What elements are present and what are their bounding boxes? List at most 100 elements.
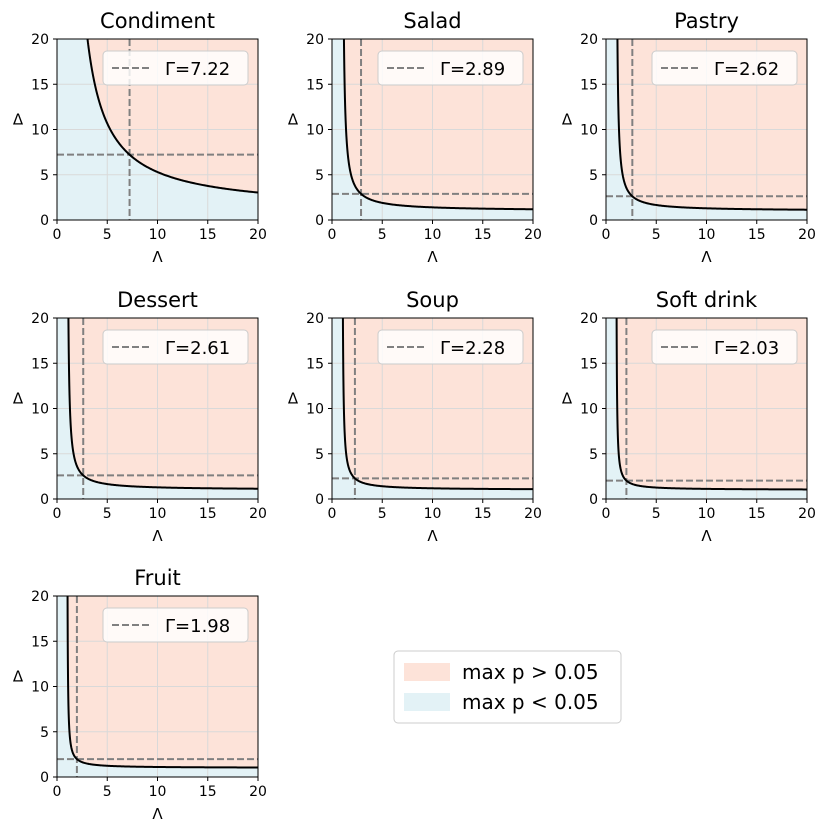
legend-gamma-label: Γ=1.98 bbox=[165, 616, 230, 637]
boundary-curve-fruit bbox=[66, 596, 258, 769]
x-tick-label: 0 bbox=[328, 506, 337, 522]
x-tick-label: 20 bbox=[798, 227, 816, 243]
legend-box-soft-drink bbox=[651, 329, 798, 365]
x-tick-label: 15 bbox=[748, 506, 766, 522]
x-axis-label: Λ bbox=[152, 248, 163, 266]
x-tick-label: 20 bbox=[524, 227, 542, 243]
legend-gamma-label: Γ=7.22 bbox=[165, 59, 230, 80]
shared-legend-swatch bbox=[404, 663, 450, 681]
y-tick-label: 0 bbox=[40, 770, 49, 786]
y-tick-label: 0 bbox=[589, 213, 598, 229]
y-tick-label: 0 bbox=[40, 213, 49, 229]
y-tick-label: 5 bbox=[315, 447, 324, 463]
legend-gamma-label: Γ=2.28 bbox=[440, 338, 505, 359]
legend-gamma-label: Γ=2.03 bbox=[714, 338, 779, 359]
panel-soup: 0 5 10 15 20 0 5 10 15 20 Λ Δ Soup Γ=2.28 bbox=[288, 288, 542, 545]
y-tick-label: 20 bbox=[306, 311, 324, 327]
y-axis-label: Δ bbox=[13, 111, 24, 129]
x-tick-label: 5 bbox=[652, 227, 661, 243]
y-tick-label: 0 bbox=[315, 492, 324, 508]
x-tick-label: 10 bbox=[424, 227, 442, 243]
boundary-curve-salad bbox=[342, 39, 533, 211]
legend-box-salad bbox=[377, 50, 524, 86]
x-axis-label: Λ bbox=[152, 527, 163, 545]
x-tick-label: 10 bbox=[149, 506, 167, 522]
x-tick-label: 0 bbox=[53, 506, 62, 522]
y-tick-label: 10 bbox=[580, 402, 598, 418]
x-tick-label: 10 bbox=[698, 506, 716, 522]
x-tick-label: 0 bbox=[328, 227, 337, 243]
x-tick-label: 0 bbox=[53, 227, 62, 243]
y-tick-label: 15 bbox=[580, 77, 598, 93]
y-tick-label: 10 bbox=[31, 402, 49, 418]
boundary-curve-soft-drink bbox=[615, 318, 807, 491]
x-tick-label: 0 bbox=[53, 784, 62, 800]
y-tick-label: 15 bbox=[306, 356, 324, 372]
x-tick-label: 5 bbox=[103, 784, 112, 800]
y-tick-label: 5 bbox=[589, 447, 598, 463]
y-tick-label: 15 bbox=[31, 634, 49, 650]
y-tick-label: 5 bbox=[315, 168, 324, 184]
x-tick-label: 20 bbox=[798, 506, 816, 522]
y-tick-label: 20 bbox=[306, 32, 324, 48]
legend-gamma-label: Γ=2.89 bbox=[440, 59, 505, 80]
panels-group: 0 5 10 15 20 0 5 10 15 20 Λ Δ Condiment Γ=7.22 0 5 10 15 2… bbox=[13, 9, 816, 823]
shared-legend-label: max p > 0.05 bbox=[462, 660, 599, 684]
y-tick-label: 10 bbox=[31, 123, 49, 139]
x-axis-label: Λ bbox=[701, 248, 712, 266]
shared-legend-swatch bbox=[404, 693, 450, 711]
x-tick-label: 15 bbox=[748, 227, 766, 243]
y-tick-label: 20 bbox=[580, 311, 598, 327]
legend-box-pastry bbox=[651, 50, 798, 86]
y-tick-label: 20 bbox=[580, 32, 598, 48]
y-tick-label: 15 bbox=[306, 77, 324, 93]
panel-title: Salad bbox=[403, 9, 461, 33]
y-axis-label: Δ bbox=[13, 390, 24, 408]
plot-area-salad bbox=[332, 39, 533, 220]
x-tick-label: 20 bbox=[249, 784, 267, 800]
y-axis-label: Δ bbox=[562, 111, 573, 129]
y-axis-label: Δ bbox=[288, 111, 299, 129]
panel-pastry: 0 5 10 15 20 0 5 10 15 20 Λ Δ Pastry Γ=2.62 bbox=[562, 9, 816, 266]
y-tick-label: 10 bbox=[306, 402, 324, 418]
x-axis-label: Λ bbox=[152, 805, 163, 823]
legend-box-soup bbox=[377, 329, 524, 365]
y-tick-label: 5 bbox=[589, 168, 598, 184]
x-tick-label: 0 bbox=[602, 506, 611, 522]
x-tick-label: 10 bbox=[149, 784, 167, 800]
x-axis-label: Λ bbox=[427, 248, 438, 266]
x-tick-label: 15 bbox=[199, 784, 217, 800]
y-tick-label: 0 bbox=[40, 492, 49, 508]
y-tick-label: 5 bbox=[40, 725, 49, 741]
boundary-curve-dessert bbox=[67, 318, 258, 490]
x-tick-label: 15 bbox=[199, 506, 217, 522]
legend-box-fruit bbox=[102, 607, 249, 643]
legend-gamma-label: Γ=2.62 bbox=[714, 59, 779, 80]
legend-gamma-label: Γ=2.61 bbox=[165, 338, 230, 359]
panel-title: Dessert bbox=[117, 288, 198, 312]
legend-box-dessert bbox=[102, 329, 249, 365]
panel-condiment: 0 5 10 15 20 0 5 10 15 20 Λ Δ Condiment Γ=7.22 bbox=[13, 9, 267, 266]
x-tick-label: 15 bbox=[199, 227, 217, 243]
boundary-curve-soup bbox=[341, 318, 533, 491]
y-axis-label: Δ bbox=[13, 668, 24, 686]
panel-soft-drink: 0 5 10 15 20 0 5 10 15 20 Λ Δ Soft drink Γ=2.03 bbox=[562, 288, 816, 545]
y-tick-label: 5 bbox=[40, 447, 49, 463]
x-tick-label: 10 bbox=[424, 506, 442, 522]
legend-box-condiment bbox=[102, 50, 249, 86]
panel-title: Soup bbox=[406, 288, 459, 312]
shared-legend: max p > 0.05 max p < 0.05 bbox=[393, 650, 622, 724]
y-tick-label: 10 bbox=[31, 680, 49, 696]
x-tick-label: 5 bbox=[378, 227, 387, 243]
panel-title: Pastry bbox=[674, 9, 739, 33]
y-tick-label: 20 bbox=[31, 311, 49, 327]
x-tick-label: 15 bbox=[474, 227, 492, 243]
y-tick-label: 20 bbox=[31, 32, 49, 48]
panel-salad: 0 5 10 15 20 0 5 10 15 20 Λ Δ Salad Γ=2.89 bbox=[288, 9, 542, 266]
panel-fruit: 0 5 10 15 20 0 5 10 15 20 Λ Δ Fruit Γ=1.98 bbox=[13, 566, 267, 823]
panel-title: Soft drink bbox=[656, 288, 758, 312]
y-tick-label: 0 bbox=[315, 213, 324, 229]
y-tick-label: 15 bbox=[31, 77, 49, 93]
x-tick-label: 0 bbox=[602, 227, 611, 243]
